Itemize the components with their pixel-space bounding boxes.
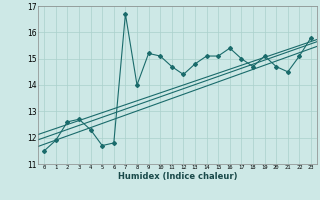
X-axis label: Humidex (Indice chaleur): Humidex (Indice chaleur) — [118, 172, 237, 181]
